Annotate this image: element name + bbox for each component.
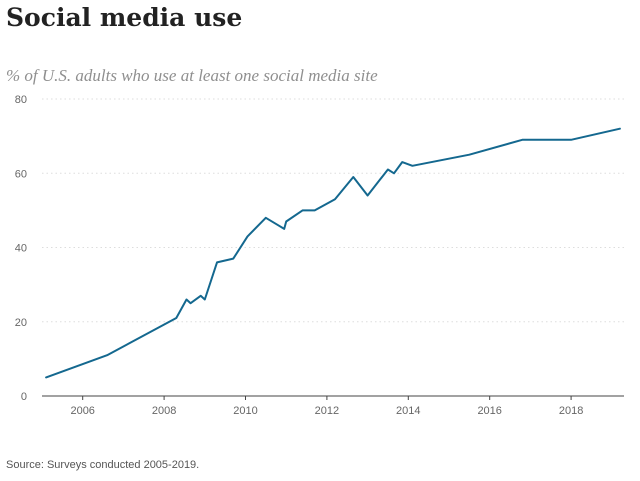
x-tick-label: 2006 (70, 405, 94, 417)
x-tick-label: 2018 (559, 405, 583, 417)
tick-labels: 0 20 40 60 80 2006 2008 2010 2012 2014 2016 2018 (15, 94, 584, 417)
y-tick-label: 80 (15, 94, 27, 106)
y-tick-label: 40 (15, 243, 27, 255)
chart-subtitle: % of U.S. adults who use at least one so… (6, 66, 378, 85)
x-tick-label: 2012 (315, 405, 339, 417)
source-note: Source: Surveys conducted 2005-2019. (6, 459, 200, 471)
axes (42, 395, 624, 400)
x-tick-label: 2016 (477, 405, 501, 417)
x-tick-label: 2014 (396, 405, 420, 417)
y-tick-label: 60 (15, 168, 27, 180)
y-tick-label: 20 (15, 317, 27, 329)
gridlines (42, 98, 624, 323)
y-tick-label: 0 (21, 391, 27, 403)
series-layer (45, 127, 621, 379)
x-tick-label: 2008 (152, 405, 176, 417)
x-tick-label: 2010 (233, 405, 257, 417)
chart-title: Social media use (6, 3, 243, 32)
series-line-0 (45, 127, 621, 379)
